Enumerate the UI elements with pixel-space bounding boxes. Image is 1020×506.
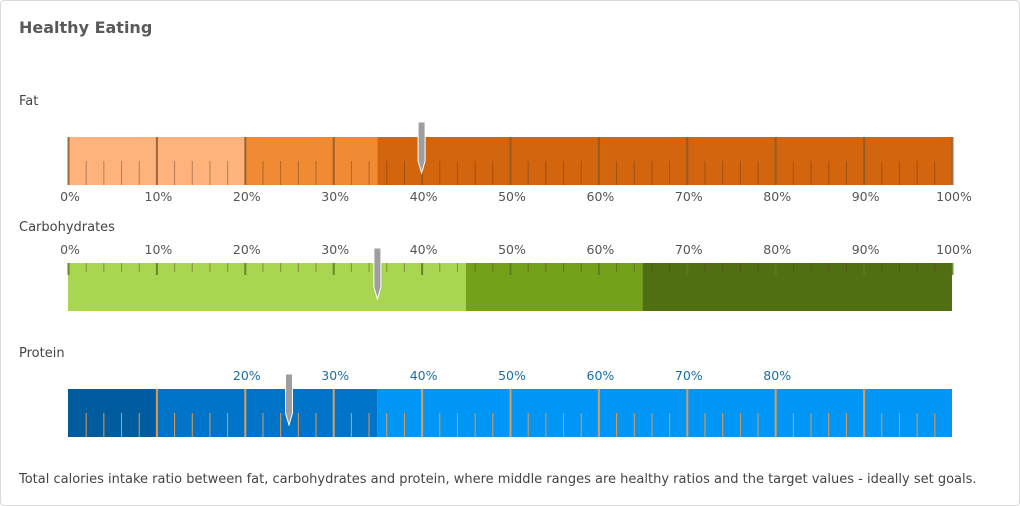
carbohydrates-tick-label: 20%	[233, 242, 261, 257]
fat-tick-label: 90%	[852, 189, 880, 204]
fat-band-1	[244, 137, 378, 185]
carbohydrates-gauge-label: Carbohydrates	[19, 220, 115, 235]
fat-target-needle	[417, 121, 426, 175]
carbohydrates-tick-label: 70%	[675, 242, 703, 257]
protein-target-needle	[285, 373, 293, 427]
protein-band-2	[377, 389, 952, 437]
fat-tick-label: 10%	[145, 189, 173, 204]
protein-tick-label: 20%	[233, 368, 261, 383]
fat-tick-label: 50%	[498, 189, 526, 204]
carbohydrates-band-2	[642, 263, 952, 311]
carbohydrates-tick-label: 0%	[60, 242, 80, 257]
fat-tick-label: 80%	[763, 189, 791, 204]
protein-gauge-label: Protein	[19, 346, 65, 361]
carbohydrates-tick-label: 60%	[587, 242, 615, 257]
fat-tick-label: 60%	[587, 189, 615, 204]
protein-tick-label: 30%	[321, 368, 349, 383]
carbohydrates-tick-label: 80%	[763, 242, 791, 257]
chart-footnote: Total calories intake ratio between fat,…	[19, 472, 977, 487]
protein-tick-label: 60%	[587, 368, 615, 383]
fat-gauge-label: Fat	[19, 94, 39, 109]
carbohydrates-tick-label: 10%	[145, 242, 173, 257]
carbohydrates-tick-label: 30%	[321, 242, 349, 257]
protein-band-1	[156, 389, 378, 437]
fat-tick-label: 0%	[60, 189, 80, 204]
carbohydrates-tick-label: 40%	[410, 242, 438, 257]
fat-tick-label: 30%	[321, 189, 349, 204]
carbohydrates-band-1	[465, 263, 643, 311]
protein-tick-label: 40%	[410, 368, 438, 383]
carbohydrates-tick-label: 50%	[498, 242, 526, 257]
protein-band-0	[68, 389, 157, 437]
carbohydrates-band-0	[68, 263, 466, 311]
chart-title: Healthy Eating	[19, 18, 153, 37]
carbohydrates-target-needle	[373, 247, 382, 301]
fat-tick-label: 20%	[233, 189, 261, 204]
protein-tick-label: 80%	[763, 368, 791, 383]
fat-band-2	[377, 137, 952, 185]
carbohydrates-tick-label: 100%	[936, 242, 972, 257]
fat-tick-label: 100%	[936, 189, 972, 204]
protein-tick-label: 70%	[675, 368, 703, 383]
protein-tick-label: 50%	[498, 368, 526, 383]
fat-tick-label: 40%	[410, 189, 438, 204]
carbohydrates-tick-label: 90%	[852, 242, 880, 257]
fat-tick-label: 70%	[675, 189, 703, 204]
